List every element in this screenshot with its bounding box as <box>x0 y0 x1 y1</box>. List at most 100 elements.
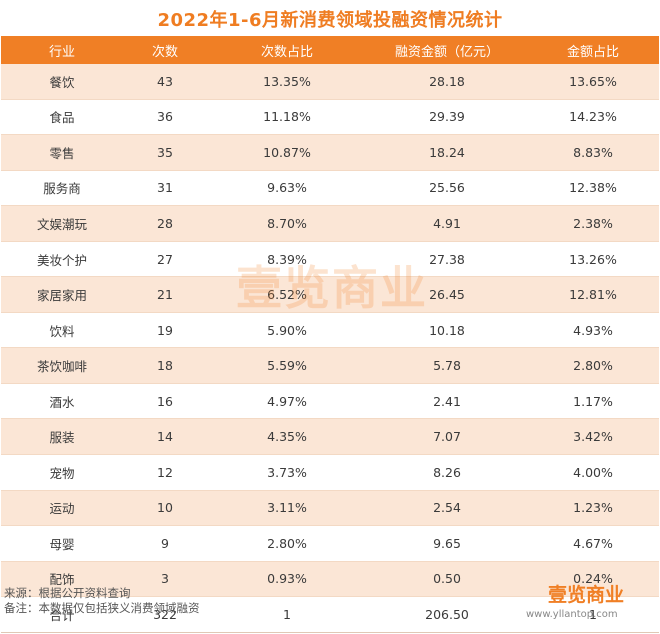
cell-amount-share: 3.42% <box>527 418 659 456</box>
cell-count: 36 <box>123 99 207 136</box>
financing-table: 行业 次数 次数占比 融资金额（亿元） 金额占比 餐饮 43 13.35% 28.18… <box>1 36 659 633</box>
cell-industry: 家居家用 <box>1 276 123 313</box>
cell-industry: 酒水 <box>1 383 123 420</box>
cell-amount: 9.65 <box>367 525 527 562</box>
cell-count: 3 <box>123 561 207 598</box>
table-row: 服装 14 4.35% 7.07 3.42% <box>1 418 659 456</box>
table-row: 文娱潮玩 28 8.70% 4.91 2.38% <box>1 205 659 242</box>
table-row: 茶饮咖啡 18 5.59% 5.78 2.80% <box>1 347 659 384</box>
table-row: 酒水 16 4.97% 2.41 1.17% <box>1 383 659 420</box>
cell-count: 27 <box>123 241 207 278</box>
cell-amount: 2.54 <box>367 490 527 527</box>
cell-count-share: 9.63% <box>207 170 367 207</box>
cell-count-share: 11.18% <box>207 99 367 136</box>
brand-logo: 壹览商业 <box>548 584 625 606</box>
cell-amount-share: 4.93% <box>527 312 659 349</box>
table-row: 零售 35 10.87% 18.24 8.83% <box>1 134 659 171</box>
table-row: 美妆个护 27 8.39% 27.38 13.26% <box>1 241 659 278</box>
cell-count-share: 4.97% <box>207 383 367 420</box>
cell-amount-share: 2.80% <box>527 347 659 384</box>
cell-count-share: 5.59% <box>207 347 367 384</box>
total-cell-industry: 合计 <box>1 596 123 633</box>
cell-industry: 食品 <box>1 99 123 136</box>
cell-amount-share: 1.17% <box>527 383 659 420</box>
cell-industry: 母婴 <box>1 525 123 562</box>
cell-industry: 茶饮咖啡 <box>1 347 123 384</box>
cell-industry: 服务商 <box>1 170 123 207</box>
cell-count-share: 0.93% <box>207 561 367 598</box>
total-cell-count-share: 1 <box>207 596 367 633</box>
cell-amount-share: 1.23% <box>527 490 659 527</box>
cell-amount-share: 13.26% <box>527 241 659 278</box>
table-row: 宠物 12 3.73% 8.26 4.00% <box>1 454 659 491</box>
brand-url: www.yllantop.com <box>526 609 618 620</box>
table-header-row: 行业 次数 次数占比 融资金额（亿元） 金额占比 <box>1 36 659 64</box>
cell-industry: 宠物 <box>1 454 123 491</box>
cell-amount-share: 12.38% <box>527 170 659 207</box>
cell-amount-share: 13.65% <box>527 64 659 100</box>
cell-amount: 7.07 <box>367 418 527 456</box>
source-note: 来源：根据公开资料查询 <box>4 586 131 600</box>
cell-amount: 27.38 <box>367 241 527 278</box>
cell-count: 10 <box>123 490 207 527</box>
cell-amount: 29.39 <box>367 99 527 136</box>
cell-count-share: 8.70% <box>207 205 367 242</box>
cell-count: 43 <box>123 64 207 100</box>
cell-amount: 18.24 <box>367 134 527 171</box>
cell-industry: 配饰 <box>1 561 123 598</box>
cell-amount: 4.91 <box>367 205 527 242</box>
table-row: 服务商 31 9.63% 25.56 12.38% <box>1 170 659 207</box>
table-row: 母婴 9 2.80% 9.65 4.67% <box>1 525 659 562</box>
cell-amount-share: 8.83% <box>527 134 659 171</box>
cell-industry: 文娱潮玩 <box>1 205 123 242</box>
cell-count: 14 <box>123 418 207 456</box>
cell-count-share: 10.87% <box>207 134 367 171</box>
cell-amount-share: 0.24% <box>527 561 659 598</box>
cell-industry: 零售 <box>1 134 123 171</box>
table-body: 餐饮 43 13.35% 28.18 13.65% 食品 36 11.18% 29.39 14.2… <box>1 64 659 633</box>
cell-count-share: 6.52% <box>207 276 367 313</box>
cell-amount: 26.45 <box>367 276 527 313</box>
cell-amount: 10.18 <box>367 312 527 349</box>
table-total-row: 合计 322 1 206.50 1 <box>1 596 659 633</box>
cell-amount: 0.50 <box>367 561 527 598</box>
cell-count-share: 3.73% <box>207 454 367 491</box>
header-industry: 行业 <box>1 36 123 64</box>
remark-note: 备注：本数据仅包括狭义消费领域融资 <box>4 601 200 615</box>
cell-amount-share: 4.00% <box>527 454 659 491</box>
table-row: 食品 36 11.18% 29.39 14.23% <box>1 99 659 136</box>
header-amount: 融资金额（亿元） <box>367 36 527 64</box>
cell-count: 35 <box>123 134 207 171</box>
cell-amount: 5.78 <box>367 347 527 384</box>
cell-count: 21 <box>123 276 207 313</box>
cell-count-share: 13.35% <box>207 64 367 100</box>
cell-count-share: 2.80% <box>207 525 367 562</box>
total-cell-amount: 206.50 <box>367 596 527 633</box>
cell-amount-share: 14.23% <box>527 99 659 136</box>
cell-count: 31 <box>123 170 207 207</box>
header-count-share: 次数占比 <box>207 36 367 64</box>
cell-industry: 服装 <box>1 418 123 456</box>
cell-amount-share: 12.81% <box>527 276 659 313</box>
cell-amount: 28.18 <box>367 64 527 100</box>
footnotes: 来源：根据公开资料查询 备注：本数据仅包括狭义消费领域融资 <box>4 586 200 616</box>
cell-count-share: 5.90% <box>207 312 367 349</box>
cell-count: 19 <box>123 312 207 349</box>
page-title: 2022年1-6月新消费领域投融资情况统计 <box>157 10 503 31</box>
cell-industry: 餐饮 <box>1 64 123 100</box>
cell-count-share: 4.35% <box>207 418 367 456</box>
table-row: 饮料 19 5.90% 10.18 4.93% <box>1 312 659 349</box>
cell-amount: 2.41 <box>367 383 527 420</box>
cell-amount-share: 2.38% <box>527 205 659 242</box>
cell-amount: 8.26 <box>367 454 527 491</box>
cell-count: 16 <box>123 383 207 420</box>
cell-amount: 25.56 <box>367 170 527 207</box>
table-row: 家居家用 21 6.52% 26.45 12.81% <box>1 276 659 313</box>
table-row: 运动 10 3.11% 2.54 1.23% <box>1 490 659 527</box>
total-cell-amount-share: 1 <box>527 596 659 633</box>
cell-count: 28 <box>123 205 207 242</box>
cell-count: 18 <box>123 347 207 384</box>
total-cell-count: 322 <box>123 596 207 633</box>
cell-count-share: 3.11% <box>207 490 367 527</box>
table-row: 餐饮 43 13.35% 28.18 13.65% <box>1 64 659 100</box>
